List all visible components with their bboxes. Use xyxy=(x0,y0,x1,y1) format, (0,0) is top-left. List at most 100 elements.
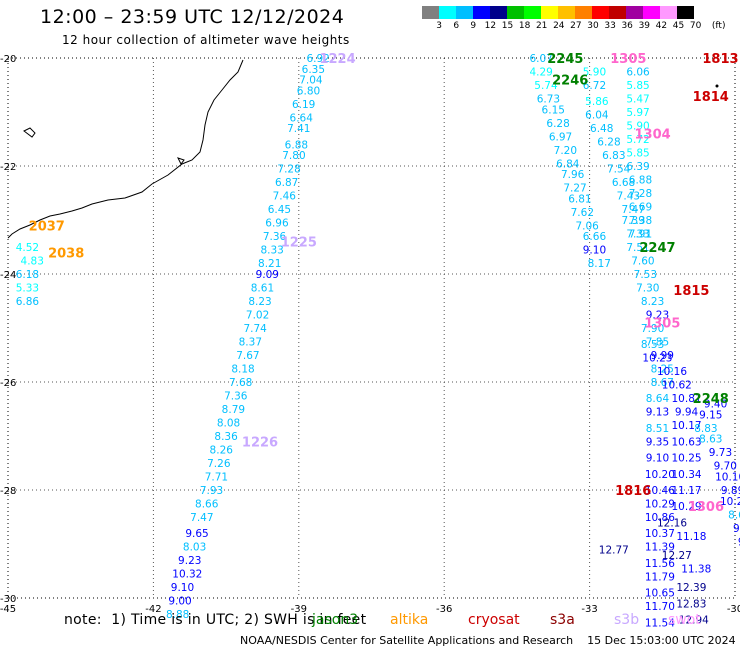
swh-value-label: 11.79 xyxy=(645,571,675,583)
colorbar-label: 3 xyxy=(436,21,442,31)
colorbar-label: 33 xyxy=(604,21,616,31)
swh-value-label: 10.63 xyxy=(672,436,702,448)
lon-tick-label: -42 xyxy=(145,604,161,615)
swh-value-label: 8.26 xyxy=(210,445,234,457)
swh-value-label: 9.15 xyxy=(699,409,722,421)
colorbar-label: 18 xyxy=(518,21,531,31)
footer-note: note: 1) Time is in UTC; 2) SWH is in fe… xyxy=(64,612,367,628)
map-subtitle: 12 hour collection of altimeter wave hei… xyxy=(62,33,350,47)
swh-value-label: 11.54 xyxy=(645,617,675,629)
swh-value-label: 5.90 xyxy=(583,67,606,79)
swh-value-label: 6.73 xyxy=(537,94,560,106)
lon-tick-label: -39 xyxy=(291,604,307,615)
swh-value-label: 7.62 xyxy=(571,207,594,219)
swh-value-label: 10.65 xyxy=(645,588,675,600)
swh-value-label: 9.13 xyxy=(646,407,669,419)
swh-value-label: 7.47 xyxy=(190,512,213,524)
swh-value-label: 7.60 xyxy=(631,256,654,268)
swh-value-label: 8.51 xyxy=(646,423,669,435)
swh-value-label: 5.85 xyxy=(626,80,649,92)
swh-value-label: 7.74 xyxy=(243,323,267,335)
lon-tick-label: -33 xyxy=(581,604,597,615)
colorbar-label: 42 xyxy=(655,21,668,31)
swh-value-label: 7.06 xyxy=(575,220,599,232)
swh-value-label: 9.23 xyxy=(646,310,669,322)
colorbar-label: 45 xyxy=(672,21,685,31)
swh-value-label: 8.61 xyxy=(251,283,274,295)
swh-value-label: 6.88 xyxy=(629,175,652,187)
map-frame xyxy=(7,57,736,599)
swh-value-label: 12.94 xyxy=(679,615,709,627)
swh-value-label: 7.26 xyxy=(207,458,231,470)
lon-tick-label: -30 xyxy=(727,604,740,615)
swh-value-label: 4.29 xyxy=(529,67,552,79)
swh-value-label: 9.09 xyxy=(256,269,279,281)
swh-value-label: 8.36 xyxy=(214,431,238,443)
swh-value-label: 9.10 xyxy=(646,453,669,465)
swh-value-label: 8.23 xyxy=(641,296,664,308)
pass-time-label: 1305 xyxy=(644,317,680,332)
swh-value-label: 6.72 xyxy=(583,80,606,92)
colorbar-swatch xyxy=(677,6,694,19)
swh-value-label: 8.03 xyxy=(183,542,206,554)
swh-value-label: 6.69 xyxy=(629,202,652,214)
swh-value-label: 7.36 xyxy=(224,391,248,403)
colorbar-swatch xyxy=(541,6,558,19)
pass-time-label: 2038 xyxy=(48,246,84,261)
legend-item-cryosat: cryosat xyxy=(468,612,520,628)
swh-value-label: 9.89 xyxy=(721,485,740,497)
swh-value-label: 12.39 xyxy=(676,582,706,594)
swh-value-label: 9.23 xyxy=(178,555,201,567)
swh-value-label: 7.93 xyxy=(200,485,223,497)
swh-value-label: 6.66 xyxy=(583,231,607,243)
swh-value-label: 7.96 xyxy=(561,169,585,181)
swh-value-label: 8.88 xyxy=(166,609,189,621)
swh-value-label: 12.27 xyxy=(662,550,692,562)
swh-value-label: 5.86 xyxy=(585,96,609,108)
colorbar-swatch xyxy=(660,6,677,19)
legend-item-jason3: jason3 xyxy=(312,612,359,628)
colorbar-swatch xyxy=(643,6,660,19)
swh-value-label: 7.38 xyxy=(629,215,652,227)
pass-time-label: 1813 xyxy=(702,52,738,67)
colorbar-label: 9 xyxy=(470,21,477,31)
swh-value-label: 6.84 xyxy=(556,158,580,170)
swh-value-label: 4.83 xyxy=(21,256,44,268)
swh-value-label: 9.84 xyxy=(733,523,740,535)
wave-height-colorbar xyxy=(422,6,694,19)
colorbar-swatch xyxy=(439,6,456,19)
colorbar-swatch xyxy=(422,6,439,19)
colorbar-label: 15 xyxy=(501,21,514,31)
swh-value-label: 11.18 xyxy=(676,531,706,543)
swh-value-label: 9.99 xyxy=(651,350,674,362)
swh-value-label: 5.72 xyxy=(626,134,649,146)
pass-time-label: 1816 xyxy=(615,484,651,499)
swh-value-label: 11.17 xyxy=(672,485,702,497)
swh-value-label: 10.17 xyxy=(672,420,702,432)
swh-value-label: 6.07 xyxy=(529,53,552,65)
swh-value-label: 6.68 xyxy=(612,177,635,189)
swh-value-label: 9.10 xyxy=(583,245,606,257)
swh-value-label: 8.66 xyxy=(728,509,740,521)
island-outline xyxy=(177,157,185,165)
swh-value-label: 5.47 xyxy=(626,94,649,106)
colorbar-label: 70 xyxy=(689,21,702,31)
swh-value-label: 6.28 xyxy=(597,137,620,149)
swh-value-label: 7.02 xyxy=(246,310,269,322)
swh-value-label: 7.27 xyxy=(563,183,586,195)
colorbar-swatch xyxy=(575,6,592,19)
swh-value-label: 6.04 xyxy=(585,110,609,122)
colorbar-swatch xyxy=(507,6,524,19)
swh-value-label: 6.48 xyxy=(590,123,613,135)
swh-value-label: 8.79 xyxy=(222,404,245,416)
swh-value-label: 7.91 xyxy=(629,229,652,241)
swh-value-label: 7.51 xyxy=(626,242,649,254)
swh-value-label: 6.92 xyxy=(306,53,329,65)
colorbar-swatch xyxy=(524,6,541,19)
map-title: 12:00 – 23:59 UTC 12/12/2024 xyxy=(40,6,345,28)
swh-value-label: 10.28 xyxy=(720,496,740,508)
swh-value-label: 10.23 xyxy=(642,353,672,365)
swh-value-label: 7.41 xyxy=(287,123,310,135)
swh-value-label: 8.83 xyxy=(694,423,717,435)
swh-value-label: 8.53 xyxy=(641,339,664,351)
